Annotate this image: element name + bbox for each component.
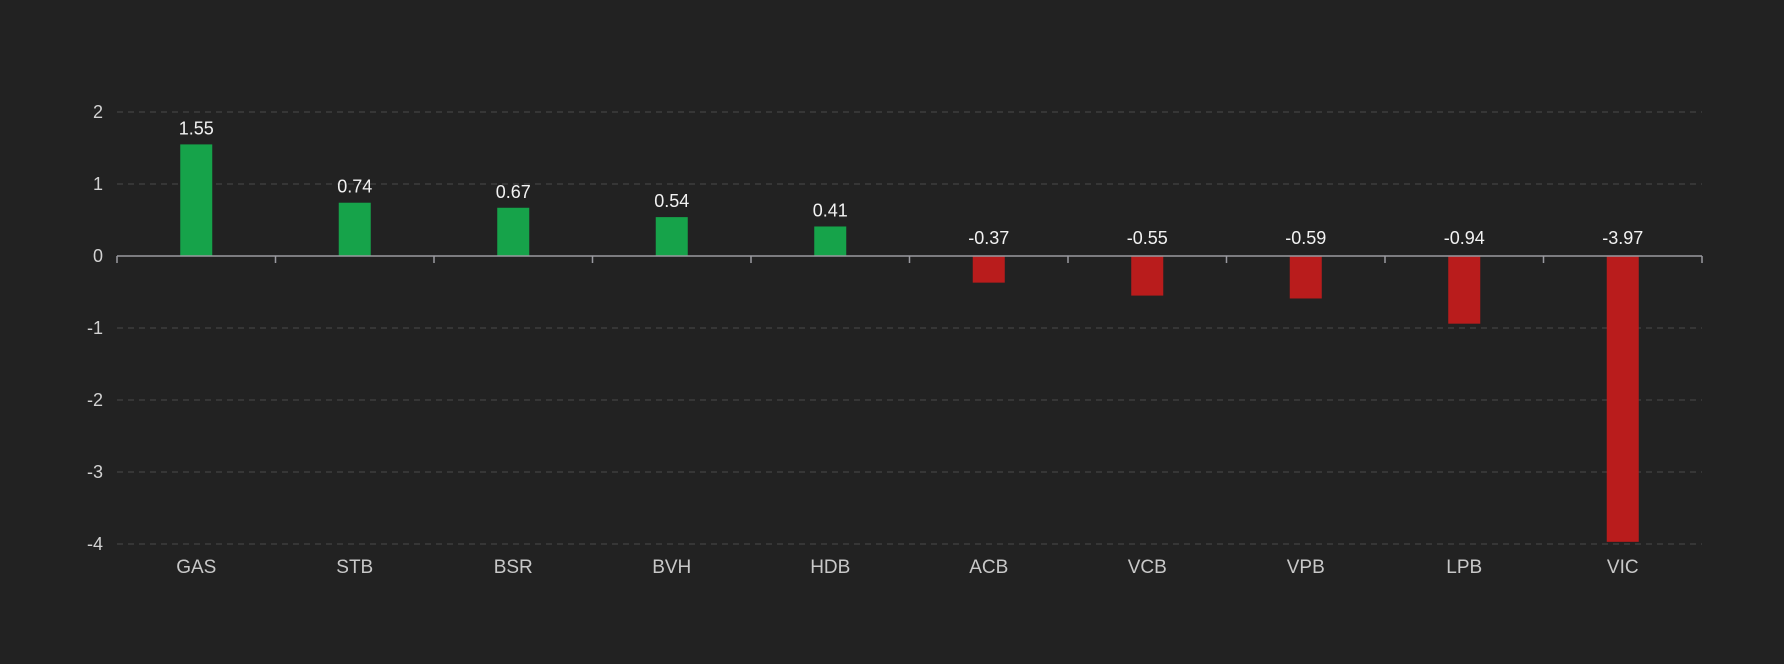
y-tick-label: 0: [93, 246, 103, 266]
bar-gas[interactable]: [180, 144, 213, 256]
category-label-lpb: LPB: [1446, 557, 1482, 578]
data-label-lpb: -0.94: [1444, 228, 1485, 248]
category-label-vic: VIC: [1607, 557, 1639, 578]
data-labels-layer: 1.55 0.74 0.67 0.54 0.41 -0.37 -0.55 -0.59 -0.94…: [179, 118, 1644, 248]
data-label-vic: -3.97: [1602, 228, 1643, 248]
y-axis: 2 1 0 -1 -2 -3 -4: [87, 102, 103, 554]
data-label-vpb: -0.59: [1285, 228, 1326, 248]
bar-vcb[interactable]: [1131, 256, 1164, 296]
bar-hdb[interactable]: [814, 226, 847, 256]
y-tick-label: 2: [93, 102, 103, 122]
data-label-stb: 0.74: [337, 177, 372, 197]
bar-vic[interactable]: [1606, 256, 1639, 542]
bars-layer: [180, 144, 1639, 542]
data-label-gas: 1.55: [179, 118, 214, 138]
data-label-bsr: 0.67: [496, 182, 531, 202]
category-label-stb: STB: [336, 557, 373, 578]
category-label-bvh: BVH: [652, 557, 691, 578]
data-label-vcb: -0.55: [1127, 228, 1168, 248]
category-label-acb: ACB: [969, 557, 1008, 578]
category-label-hdb: HDB: [810, 557, 850, 578]
y-tick-label: -1: [87, 318, 103, 338]
bar-stb[interactable]: [338, 202, 371, 256]
category-label-gas: GAS: [176, 557, 216, 578]
bar-lpb[interactable]: [1448, 256, 1481, 324]
y-tick-label: 1: [93, 174, 103, 194]
grid-layer: [117, 111, 1702, 545]
data-label-hdb: 0.41: [813, 200, 848, 220]
category-label-vpb: VPB: [1287, 557, 1325, 578]
bar-bsr[interactable]: [497, 207, 530, 256]
category-labels-layer: GAS STB BSR BVH HDB ACB VCB VPB LPB VIC: [176, 557, 1638, 578]
data-label-acb: -0.37: [968, 228, 1009, 248]
x-axis: [116, 255, 1703, 263]
data-label-bvh: 0.54: [654, 191, 689, 211]
y-tick-label: -4: [87, 534, 103, 554]
y-tick-label: -3: [87, 462, 103, 482]
bar-bvh[interactable]: [655, 217, 688, 256]
category-label-bsr: BSR: [494, 557, 533, 578]
bar-vpb[interactable]: [1289, 256, 1322, 299]
bar-acb[interactable]: [972, 256, 1005, 283]
y-tick-label: -2: [87, 390, 103, 410]
category-label-vcb: VCB: [1128, 557, 1167, 578]
